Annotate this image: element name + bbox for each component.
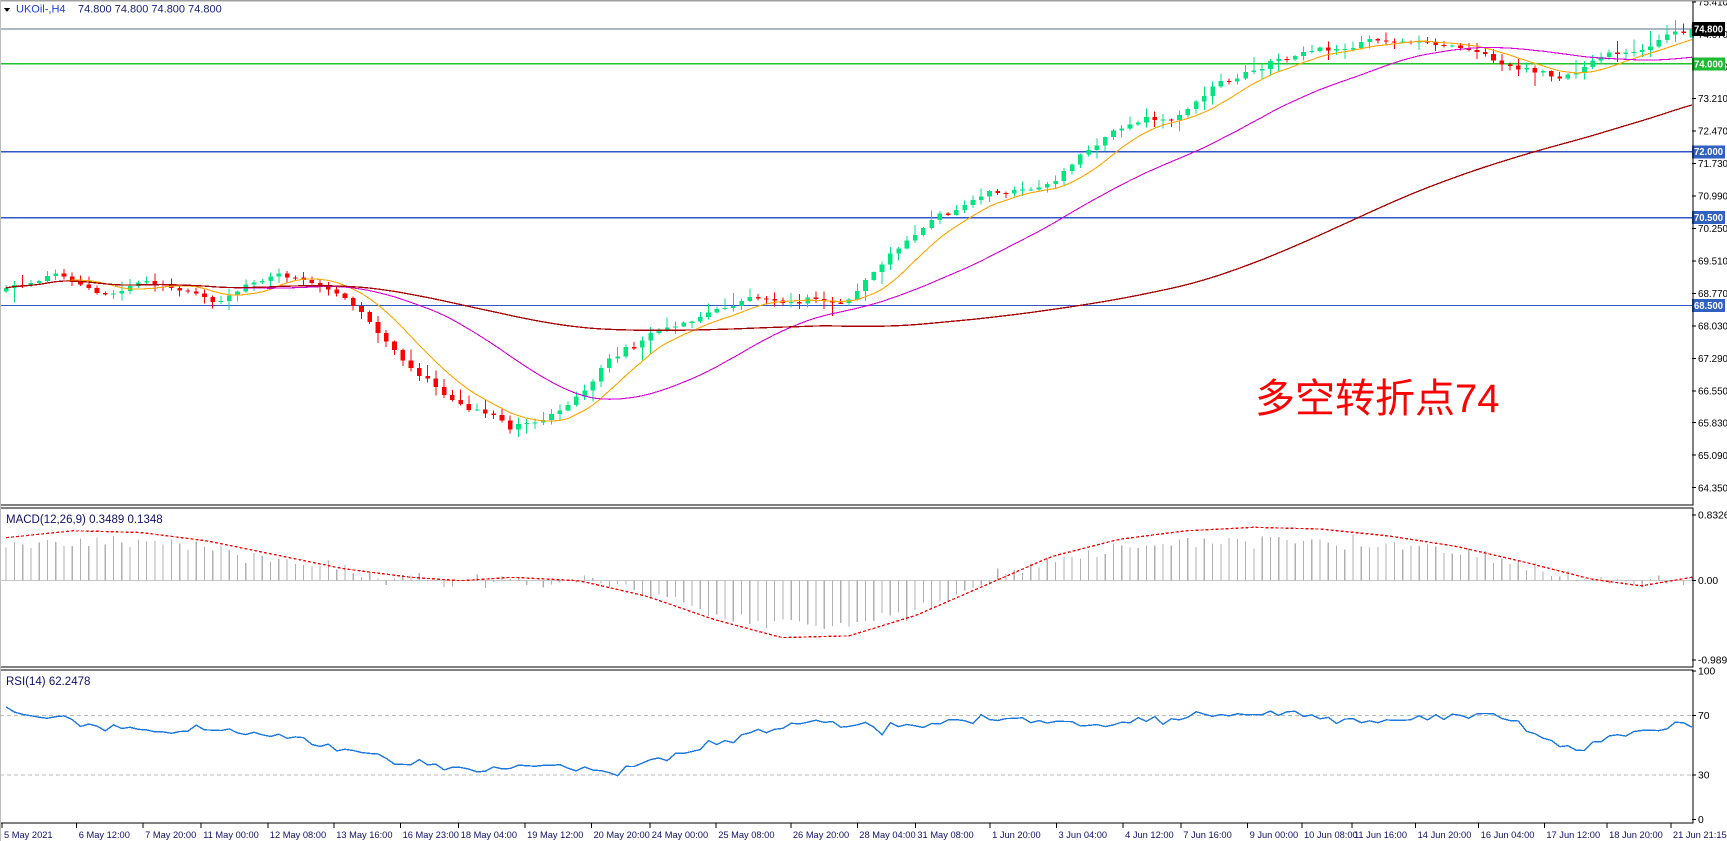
svg-text:64.350: 64.350 xyxy=(1698,483,1727,494)
svg-text:72.470: 72.470 xyxy=(1698,127,1727,138)
svg-text:11 Jun 16:00: 11 Jun 16:00 xyxy=(1354,830,1407,840)
svg-text:19 May 12:00: 19 May 12:00 xyxy=(527,830,583,840)
svg-text:70.990: 70.990 xyxy=(1698,192,1727,203)
svg-text:多空转折点74: 多空转折点74 xyxy=(1255,377,1500,421)
svg-text:11 May 00:00: 11 May 00:00 xyxy=(203,830,259,840)
svg-text:28 May 04:00: 28 May 04:00 xyxy=(859,830,915,840)
svg-text:9 Jun 00:00: 9 Jun 00:00 xyxy=(1250,830,1299,840)
svg-text:7 Jun 16:00: 7 Jun 16:00 xyxy=(1183,830,1232,840)
svg-text:74.000: 74.000 xyxy=(1694,59,1723,70)
svg-text:26 May 20:00: 26 May 20:00 xyxy=(793,830,849,840)
svg-text:70.250: 70.250 xyxy=(1698,224,1727,235)
svg-text:30: 30 xyxy=(1698,771,1710,782)
svg-text:18 Jun 20:00: 18 Jun 20:00 xyxy=(1609,830,1663,840)
svg-text:100: 100 xyxy=(1698,667,1715,678)
svg-text:16 Jun 04:00: 16 Jun 04:00 xyxy=(1481,830,1535,840)
svg-text:0: 0 xyxy=(1698,815,1704,826)
svg-text:0.00: 0.00 xyxy=(1698,576,1718,587)
svg-text:69.510: 69.510 xyxy=(1698,257,1727,268)
svg-text:RSI(14) 62.2478: RSI(14) 62.2478 xyxy=(6,676,90,688)
svg-text:65.830: 65.830 xyxy=(1698,418,1727,429)
svg-text:67.290: 67.290 xyxy=(1698,354,1727,365)
svg-text:25 May 08:00: 25 May 08:00 xyxy=(718,830,774,840)
svg-text:24 May 00:00: 24 May 00:00 xyxy=(652,830,708,840)
svg-text:68.770: 68.770 xyxy=(1698,289,1727,300)
svg-text:68.500: 68.500 xyxy=(1694,301,1723,312)
svg-text:0.8326: 0.8326 xyxy=(1698,511,1727,522)
svg-text:74.800: 74.800 xyxy=(1694,24,1723,35)
svg-text:-0.9897: -0.9897 xyxy=(1698,656,1727,667)
svg-text:68.030: 68.030 xyxy=(1698,322,1727,333)
svg-text:4 Jun 12:00: 4 Jun 12:00 xyxy=(1125,830,1174,840)
svg-text:10 Jun 08:00: 10 Jun 08:00 xyxy=(1304,830,1358,840)
svg-text:1 Jun 20:00: 1 Jun 20:00 xyxy=(992,830,1041,840)
svg-text:3 Jun 04:00: 3 Jun 04:00 xyxy=(1059,830,1108,840)
svg-text:21 Jun 21:15: 21 Jun 21:15 xyxy=(1673,830,1727,840)
svg-text:5 May 2021: 5 May 2021 xyxy=(4,830,53,840)
svg-text:73.210: 73.210 xyxy=(1698,94,1727,105)
svg-text:70: 70 xyxy=(1698,711,1710,722)
svg-text:13 May 16:00: 13 May 16:00 xyxy=(336,830,392,840)
svg-text:20 May 20:00: 20 May 20:00 xyxy=(594,830,650,840)
svg-text:71.730: 71.730 xyxy=(1698,159,1727,170)
svg-text:17 Jun 12:00: 17 Jun 12:00 xyxy=(1546,830,1600,840)
svg-text:72.000: 72.000 xyxy=(1694,147,1723,158)
svg-text:UKOil-,H4: UKOil-,H4 xyxy=(16,4,66,16)
svg-text:65.090: 65.090 xyxy=(1698,451,1727,462)
svg-text:66.550: 66.550 xyxy=(1698,387,1727,398)
svg-text:14 Jun 20:00: 14 Jun 20:00 xyxy=(1418,830,1472,840)
svg-text:18 May 04:00: 18 May 04:00 xyxy=(461,830,517,840)
svg-text:70.500: 70.500 xyxy=(1694,213,1723,224)
svg-text:16 May 23:00: 16 May 23:00 xyxy=(403,830,459,840)
svg-text:12 May 08:00: 12 May 08:00 xyxy=(270,830,326,840)
svg-text:7 May 20:00: 7 May 20:00 xyxy=(145,830,196,840)
svg-text:31 May 08:00: 31 May 08:00 xyxy=(917,830,973,840)
svg-text:74.800 74.800 74.800 74.800: 74.800 74.800 74.800 74.800 xyxy=(78,4,222,16)
svg-text:MACD(12,26,9) 0.3489 0.1348: MACD(12,26,9) 0.3489 0.1348 xyxy=(6,514,163,526)
svg-text:6 May 12:00: 6 May 12:00 xyxy=(79,830,130,840)
